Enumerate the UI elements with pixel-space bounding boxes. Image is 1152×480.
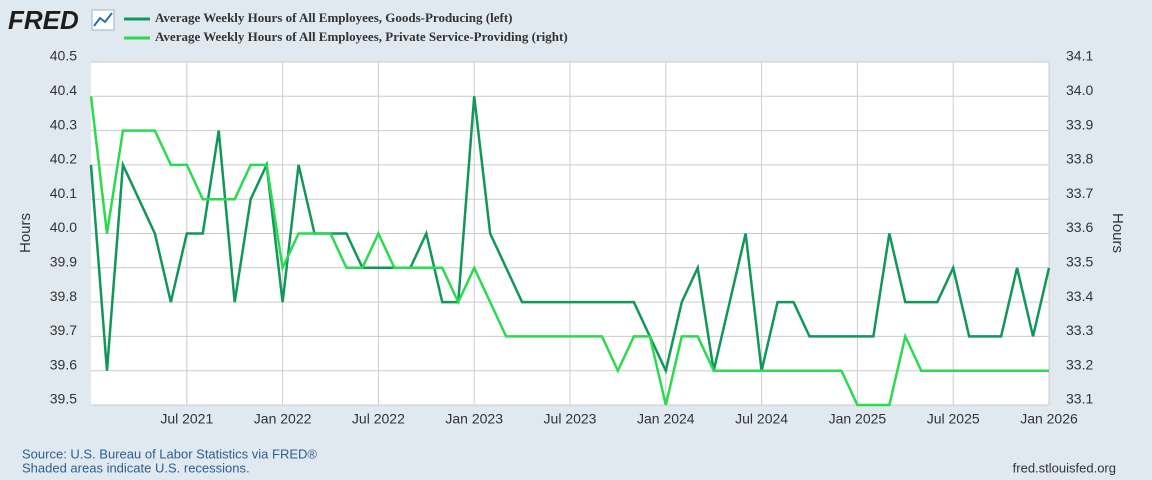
y-tick-label: 40.5 [50,48,77,64]
source-note: Source: U.S. Bureau of Labor Statistics … [22,446,317,461]
y2-tick-label: 33.5 [1066,254,1093,270]
x-tick-label: Jan 2026 [1020,411,1078,427]
y-tick-label: 39.6 [50,356,77,372]
x-tick-label: Jul 2021 [160,411,213,427]
x-tick-label: Jan 2025 [829,411,887,427]
legend-label: Average Weekly Hours of All Employees, P… [155,29,568,44]
x-tick-label: Jan 2023 [445,411,503,427]
y2-axis-title: Hours [1109,213,1126,253]
y-tick-label: 40.3 [50,116,77,132]
y2-tick-label: 34.1 [1066,48,1093,64]
y2-tick-label: 33.8 [1066,151,1093,167]
y2-tick-label: 33.9 [1066,116,1093,132]
x-tick-label: Jan 2024 [637,411,695,427]
series-line [89,96,1051,375]
y2-tick-label: 33.7 [1066,185,1093,201]
y2-tick-label: 33.2 [1066,356,1093,372]
x-tick-label: Jul 2024 [735,411,788,427]
y2-tick-label: 33.6 [1066,219,1093,235]
y-tick-label: 40.0 [50,219,77,235]
x-tick-label: Jul 2025 [927,411,980,427]
logo-icon [91,9,115,31]
y2-tick-label: 33.1 [1066,391,1093,407]
y2-tick-label: 33.3 [1066,322,1093,338]
series-line [89,96,1049,407]
y-tick-label: 39.7 [50,322,77,338]
y-tick-label: 40.2 [50,151,77,167]
y-tick-label: 40.1 [50,185,77,201]
y-axis-title: Hours [17,213,34,253]
y-tick-label: 39.9 [50,254,77,270]
recession-note: Shaded areas indicate U.S. recessions. [22,460,250,475]
x-tick-label: Jan 2022 [254,411,312,427]
y-tick-label: 40.4 [50,82,77,98]
site-url: fred.stlouisfed.org [1013,460,1116,475]
y-tick-label: 39.8 [50,288,77,304]
x-tick-label: Jul 2023 [544,411,597,427]
y2-tick-label: 33.4 [1066,288,1093,304]
y-tick-label: 39.5 [50,391,77,407]
legend-label: Average Weekly Hours of All Employees, G… [155,10,512,25]
x-tick-label: Jul 2022 [352,411,405,427]
logo: FRED [8,5,79,35]
y2-tick-label: 34.0 [1066,82,1093,98]
